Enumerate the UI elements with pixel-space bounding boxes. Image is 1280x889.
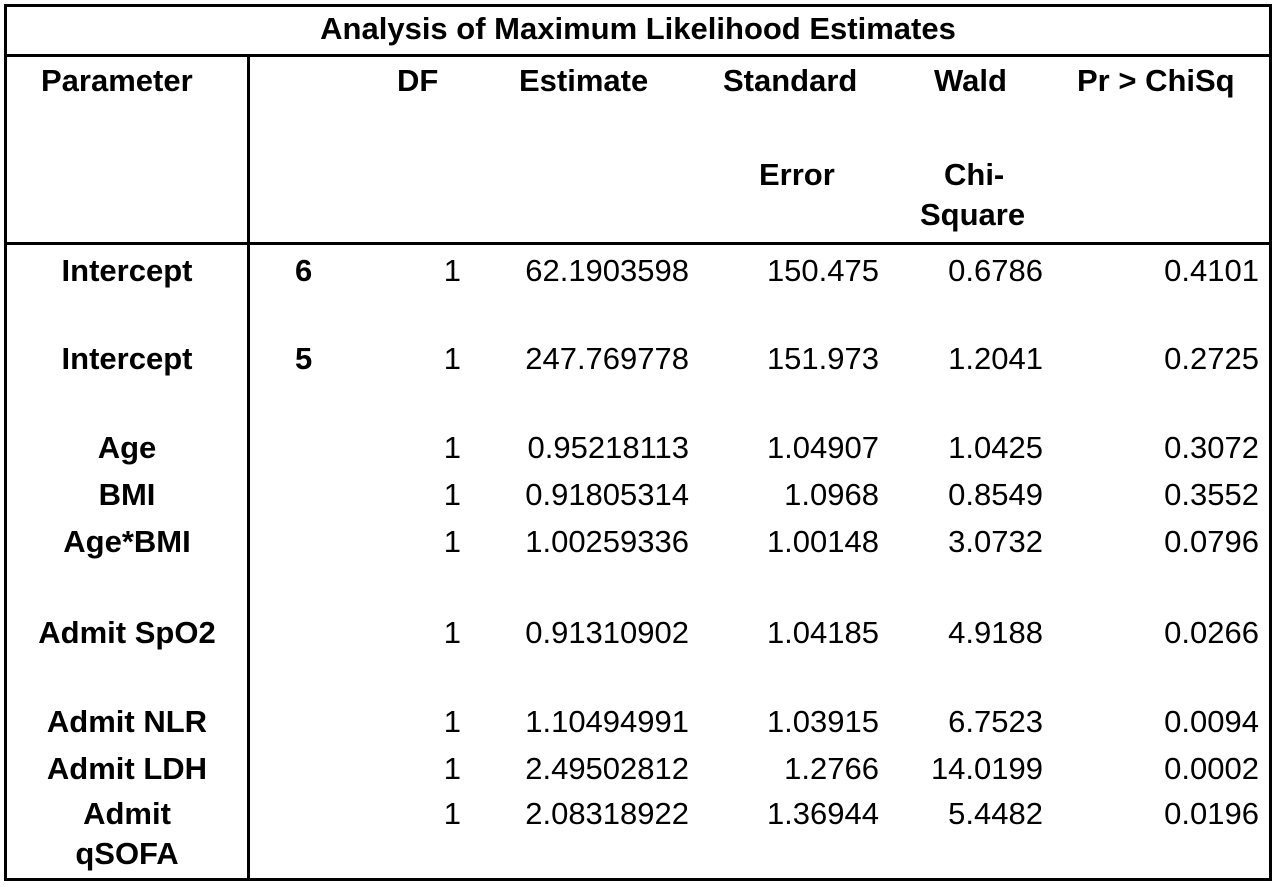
header-standard-error-line1: Standard bbox=[723, 63, 858, 98]
row-df: 1 bbox=[443, 524, 461, 559]
row-p-value: 0.4101 bbox=[1164, 253, 1259, 288]
row-standard-error: 1.36944 bbox=[766, 796, 879, 831]
row-p-value: 0.2725 bbox=[1164, 341, 1259, 376]
row-wald-chi-square: 4.9188 bbox=[948, 615, 1043, 650]
row-p-value: 0.0002 bbox=[1164, 751, 1259, 786]
row-estimate: 1.00259336 bbox=[525, 524, 689, 559]
row-standard-error: 150.475 bbox=[766, 253, 879, 288]
row-standard-error: 1.03915 bbox=[766, 704, 879, 739]
row-wald-chi-square: 0.8549 bbox=[948, 477, 1043, 512]
row-wald-chi-square: 0.6786 bbox=[948, 253, 1043, 288]
header-df: DF bbox=[397, 63, 439, 98]
row-wald-chi-square: 1.0425 bbox=[948, 430, 1043, 465]
header-divider bbox=[7, 242, 1269, 245]
row-estimate: 247.769778 bbox=[525, 341, 689, 376]
row-p-value: 0.3072 bbox=[1164, 430, 1259, 465]
row-parameter: Admit LDH bbox=[46, 751, 208, 786]
row-df: 1 bbox=[443, 796, 461, 831]
row-standard-error: 1.2766 bbox=[784, 751, 879, 786]
row-p-value: 0.0266 bbox=[1164, 615, 1259, 650]
row-level: 6 bbox=[295, 253, 313, 288]
row-parameter: Age bbox=[97, 430, 157, 465]
row-standard-error: 1.00148 bbox=[766, 524, 879, 559]
row-parameter: BMI bbox=[98, 477, 156, 512]
row-estimate: 62.1903598 bbox=[525, 253, 689, 288]
row-df: 1 bbox=[443, 751, 461, 786]
estimates-table: Analysis of Maximum Likelihood Estimates… bbox=[4, 4, 1272, 881]
header-wald-line2a: Chi- bbox=[944, 157, 1005, 192]
row-parameter-line1: Admit bbox=[83, 796, 171, 831]
row-parameter-line2: qSOFA bbox=[75, 836, 179, 871]
header-wald-line1: Wald bbox=[934, 63, 1007, 98]
row-wald-chi-square: 1.2041 bbox=[948, 341, 1043, 376]
row-p-value: 0.3552 bbox=[1164, 477, 1259, 512]
row-estimate: 0.91805314 bbox=[525, 477, 689, 512]
row-parameter: Admit SpO2 bbox=[38, 615, 216, 650]
row-df: 1 bbox=[443, 253, 461, 288]
row-parameter: Intercept bbox=[61, 253, 193, 288]
row-estimate: 2.49502812 bbox=[525, 751, 689, 786]
row-df: 1 bbox=[443, 477, 461, 512]
row-standard-error: 1.04185 bbox=[766, 615, 879, 650]
row-wald-chi-square: 14.0199 bbox=[930, 751, 1043, 786]
row-p-value: 0.0094 bbox=[1164, 704, 1259, 739]
row-standard-error: 151.973 bbox=[766, 341, 879, 376]
row-parameter: Age*BMI bbox=[63, 524, 191, 559]
row-parameter: Admit NLR bbox=[46, 704, 208, 739]
row-standard-error: 1.0968 bbox=[784, 477, 879, 512]
header-p-value: Pr > ChiSq bbox=[1077, 63, 1235, 98]
row-level: 5 bbox=[295, 341, 313, 376]
column-divider bbox=[247, 57, 250, 881]
header-parameter: Parameter bbox=[41, 63, 193, 98]
row-df: 1 bbox=[443, 615, 461, 650]
row-wald-chi-square: 3.0732 bbox=[948, 524, 1043, 559]
header-estimate: Estimate bbox=[519, 63, 649, 98]
table-title: Analysis of Maximum Likelihood Estimates bbox=[7, 7, 1269, 57]
row-p-value: 0.0196 bbox=[1164, 796, 1259, 831]
row-estimate: 0.91310902 bbox=[525, 615, 689, 650]
row-wald-chi-square: 6.7523 bbox=[948, 704, 1043, 739]
row-estimate: 0.95218113 bbox=[527, 430, 689, 465]
header-standard-error-line2: Error bbox=[759, 157, 835, 192]
row-p-value: 0.0796 bbox=[1164, 524, 1259, 559]
row-estimate: 1.10494991 bbox=[525, 704, 689, 739]
row-wald-chi-square: 5.4482 bbox=[948, 796, 1043, 831]
row-parameter: Intercept bbox=[61, 341, 193, 376]
row-standard-error: 1.04907 bbox=[766, 430, 879, 465]
row-df: 1 bbox=[443, 430, 461, 465]
row-df: 1 bbox=[443, 341, 461, 376]
header-wald-line2b: Square bbox=[920, 197, 1026, 232]
row-estimate: 2.08318922 bbox=[525, 796, 689, 831]
row-df: 1 bbox=[443, 704, 461, 739]
